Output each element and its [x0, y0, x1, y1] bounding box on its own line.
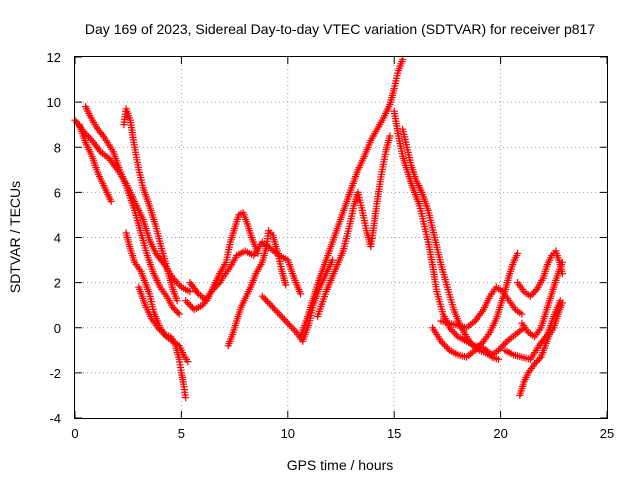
y-tick-label: -2	[49, 366, 61, 381]
plus-markers	[516, 299, 566, 399]
y-tick-label: 8	[54, 140, 61, 155]
y-tick-label: 10	[47, 95, 61, 110]
series-track	[82, 103, 183, 318]
y-tick-labels: -4 -2 0 2 4 6 8 10 12	[47, 50, 61, 426]
y-tick-label: 6	[54, 185, 61, 200]
plus-markers	[314, 132, 394, 321]
plot-frame	[74, 56, 608, 419]
series-track	[224, 227, 290, 350]
x-tick-label: 5	[178, 426, 185, 441]
series-track	[75, 121, 115, 205]
plus-markers	[224, 227, 290, 350]
y-tick-label: -4	[49, 411, 61, 426]
x-tick-labels: 0 5 10 15 20 25	[71, 426, 614, 441]
data-series	[71, 55, 566, 402]
series-line	[138, 286, 187, 398]
x-tick-label: 15	[387, 426, 401, 441]
plus-markers	[75, 121, 115, 205]
plus-markers	[135, 283, 190, 402]
series-track	[297, 55, 407, 341]
series-track	[120, 105, 181, 305]
plus-markers	[297, 55, 407, 341]
series-track	[314, 132, 394, 321]
grid-lines	[75, 57, 607, 418]
y-tick-label: 0	[54, 321, 61, 336]
x-tick-label: 25	[600, 426, 614, 441]
series-track	[518, 258, 566, 341]
plus-markers	[122, 229, 192, 366]
plus-markers	[120, 105, 181, 305]
plus-markers	[437, 283, 526, 332]
x-tick-label: 0	[71, 426, 78, 441]
plus-markers	[82, 103, 183, 318]
series-track	[186, 209, 262, 305]
series-track	[437, 283, 526, 332]
y-tick-label: 2	[54, 276, 61, 291]
series-track	[390, 107, 528, 359]
axis-ticks	[74, 56, 608, 419]
series-track	[122, 229, 192, 366]
plus-markers	[518, 258, 566, 341]
plus-markers	[428, 249, 522, 361]
x-tick-label: 10	[281, 426, 295, 441]
plus-markers	[186, 209, 262, 305]
chart-title: Day 169 of 2023, Sidereal Day-to-day VTE…	[85, 21, 595, 37]
x-axis-label: GPS time / hours	[287, 457, 394, 473]
series-track	[516, 299, 566, 399]
series-track	[399, 125, 503, 363]
y-tick-label: 4	[54, 231, 61, 246]
y-tick-label: 12	[47, 50, 61, 65]
series-track	[135, 283, 190, 402]
series-track	[428, 249, 522, 361]
y-axis-label: SDTVAR / TECUs	[7, 181, 23, 293]
x-tick-label: 20	[493, 426, 507, 441]
